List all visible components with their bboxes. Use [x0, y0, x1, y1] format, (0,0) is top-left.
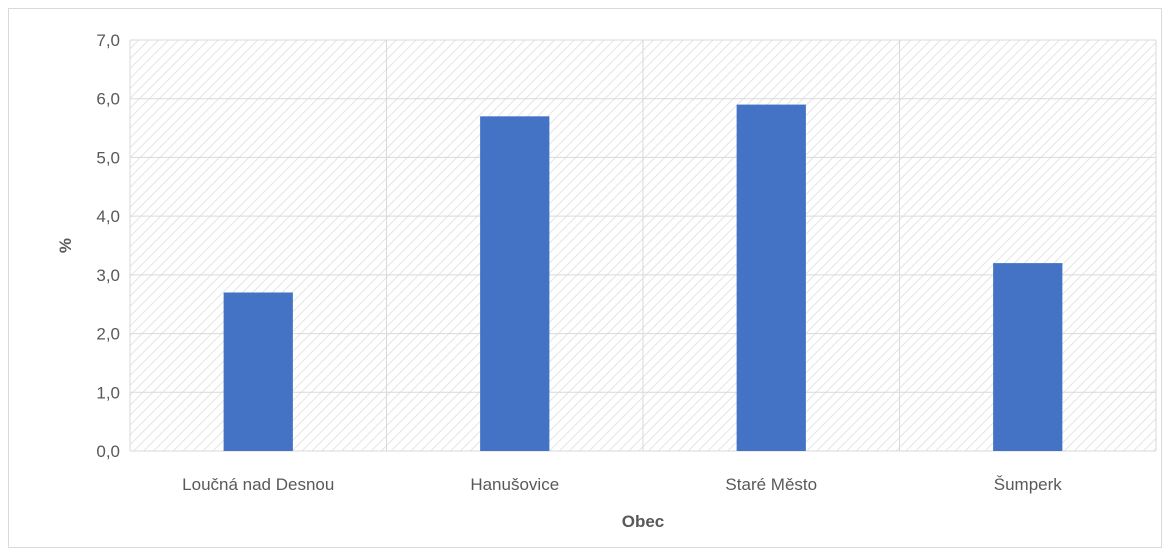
x-tick-label: Loučná nad Desnou [182, 475, 334, 494]
y-tick-label: 3,0 [96, 266, 120, 285]
x-tick-label: Šumperk [994, 475, 1063, 494]
x-axis-title: Obec [622, 512, 665, 531]
bar [223, 292, 293, 451]
bar [480, 116, 550, 451]
y-tick-label: 7,0 [96, 31, 120, 50]
y-tick-label: 0,0 [96, 442, 120, 461]
gridlines [129, 39, 1157, 452]
y-tick-label: 1,0 [96, 383, 120, 402]
y-tick-label: 4,0 [96, 207, 120, 226]
x-tick-label: Hanušovice [470, 475, 559, 494]
y-tick-label: 2,0 [96, 325, 120, 344]
y-axis-ticks: 0,0 1,0 2,0 3,0 4,0 5,0 6,0 7,0 [96, 31, 120, 461]
y-axis-title: % [56, 238, 75, 253]
x-tick-label: Staré Město [725, 475, 817, 494]
bar [736, 104, 806, 451]
x-axis-ticks: Loučná nad Desnou Hanušovice Staré Město Šu… [182, 475, 1062, 494]
bar [993, 263, 1063, 451]
bars [223, 104, 1063, 451]
y-tick-label: 5,0 [96, 148, 120, 167]
y-tick-label: 6,0 [96, 90, 120, 109]
